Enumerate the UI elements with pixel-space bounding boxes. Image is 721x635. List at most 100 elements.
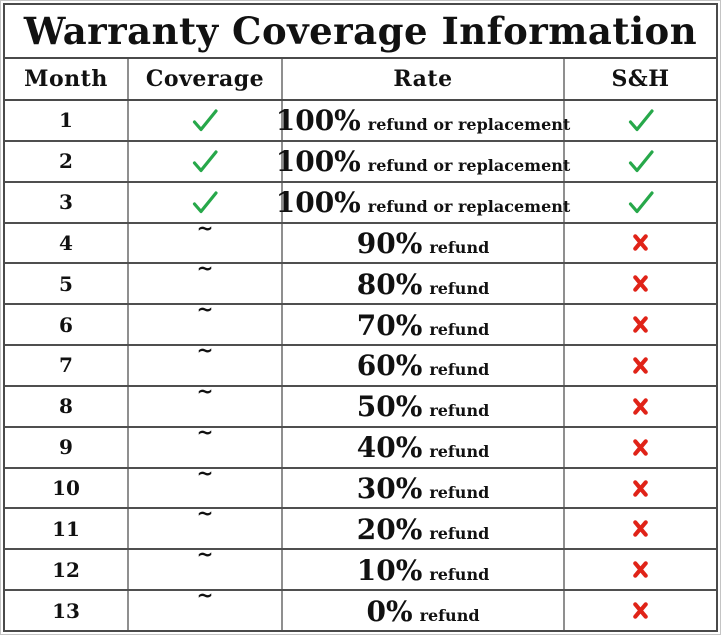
month-cell: 7 [5, 346, 129, 385]
sh-cell [565, 305, 716, 344]
rate-value: 100% [275, 104, 361, 138]
table-row: 13 ~ 0% refund [5, 583, 716, 630]
rate-text: 100% refund or replacement [276, 148, 571, 176]
rate-text: 40% refund [357, 434, 490, 462]
rate-cell: 100% refund or replacement [276, 182, 570, 222]
rate-cell: 100% refund or replacement [276, 141, 570, 181]
rate-text: 100% refund or replacement [276, 189, 571, 217]
cross-icon [565, 469, 716, 508]
coverage-cell: ~ [129, 338, 283, 385]
sh-cell [565, 224, 716, 263]
tilde-icon: ~ [196, 583, 214, 608]
table-row: 1 100% refund or replacement [5, 101, 716, 142]
coverage-cell [129, 141, 283, 181]
month-cell: 4 [5, 223, 129, 263]
month-cell: 3 [5, 182, 129, 222]
warranty-table: Warranty Coverage Information Month Cove… [3, 3, 718, 632]
cross-icon [565, 550, 716, 589]
month-value: 7 [59, 353, 73, 378]
coverage-cell: ~ [129, 378, 283, 426]
sh-cell [565, 550, 716, 589]
month-cell: 11 [5, 509, 129, 549]
tilde-icon: ~ [196, 215, 214, 240]
rate-cell: 80% refund [283, 264, 565, 304]
rate-cell: 90% refund [283, 223, 565, 263]
month-value: 5 [59, 271, 73, 296]
rate-value: 80% [356, 267, 423, 301]
rate-cell: 10% refund [283, 550, 565, 590]
rate-text: 90% refund [356, 226, 490, 260]
rate-label: refund or replacement [367, 115, 571, 135]
table-row: 12 ~ 10% refund [5, 542, 716, 592]
sh-cell [565, 142, 716, 181]
rate-value: 20% [356, 512, 423, 546]
cross-icon [565, 509, 716, 548]
rate-value: 90% [356, 226, 423, 260]
coverage-cell [129, 182, 283, 222]
tilde-icon: ~ [196, 378, 214, 403]
rate-label: refund [429, 483, 490, 503]
tilde-icon: ~ [196, 542, 214, 567]
month-cell: 12 [5, 550, 129, 590]
sh-cell [565, 469, 716, 508]
table-row: 2 100% refund or replacement [5, 141, 716, 183]
rate-text: 80% refund [356, 267, 490, 301]
table-row: 4 ~ 90% refund [5, 215, 716, 265]
month-cell: 5 [5, 264, 129, 304]
month-cell: 8 [5, 386, 129, 426]
check-icon [565, 142, 716, 181]
rate-label: refund [429, 564, 490, 584]
rate-cell: 0% refund [283, 591, 565, 630]
cross-icon [565, 346, 716, 385]
tilde-icon: ~ [196, 338, 214, 363]
rate-label: refund [429, 442, 490, 462]
header-month: Month [5, 59, 129, 99]
sh-cell [565, 183, 716, 222]
rate-value: 10% [356, 553, 423, 587]
month-value: 8 [59, 394, 73, 419]
rate-label: refund or replacement [367, 197, 571, 217]
check-icon [129, 183, 281, 222]
table-row: 10 ~ 30% refund [5, 460, 716, 510]
rate-cell: 60% refund [283, 346, 565, 385]
rate-text: 50% refund [357, 393, 490, 421]
coverage-cell: ~ [129, 501, 283, 549]
cross-icon [565, 264, 716, 303]
rate-value: 100% [275, 145, 361, 179]
rate-cell: 40% refund [283, 427, 565, 467]
tilde-icon: ~ [196, 501, 214, 526]
page-title: Warranty Coverage Information [23, 9, 698, 53]
month-cell: 1 [5, 101, 129, 140]
cross-icon [565, 387, 716, 426]
month-value: 11 [52, 516, 80, 541]
month-cell: 13 [5, 591, 129, 630]
check-icon [565, 183, 716, 222]
rate-label: refund [429, 237, 490, 257]
sh-cell [565, 428, 716, 467]
month-cell: 9 [5, 427, 129, 467]
month-value: 13 [52, 598, 80, 623]
coverage-cell: ~ [129, 299, 283, 345]
table-row: 6 ~ 70% refund [5, 299, 716, 347]
sh-cell [565, 101, 716, 140]
rate-text: 100% refund or replacement [276, 107, 571, 135]
month-value: 9 [59, 435, 73, 460]
rate-label: refund [429, 523, 490, 543]
rate-label: refund or replacement [367, 156, 571, 176]
rate-label: refund [419, 605, 480, 625]
sh-cell [565, 387, 716, 426]
coverage-cell: ~ [129, 256, 283, 304]
month-cell: 6 [5, 305, 129, 345]
tilde-icon: ~ [196, 256, 214, 281]
rate-text: 70% refund [357, 311, 490, 340]
month-value: 12 [52, 557, 80, 582]
tilde-icon: ~ [196, 460, 214, 485]
sh-cell [565, 264, 716, 303]
sh-cell [565, 509, 716, 548]
rate-cell: 100% refund or replacement [276, 101, 570, 140]
header-sh: S&H [611, 66, 670, 92]
check-icon [129, 101, 281, 140]
header-rate: Rate [283, 59, 565, 99]
rate-value: 100% [275, 186, 361, 220]
